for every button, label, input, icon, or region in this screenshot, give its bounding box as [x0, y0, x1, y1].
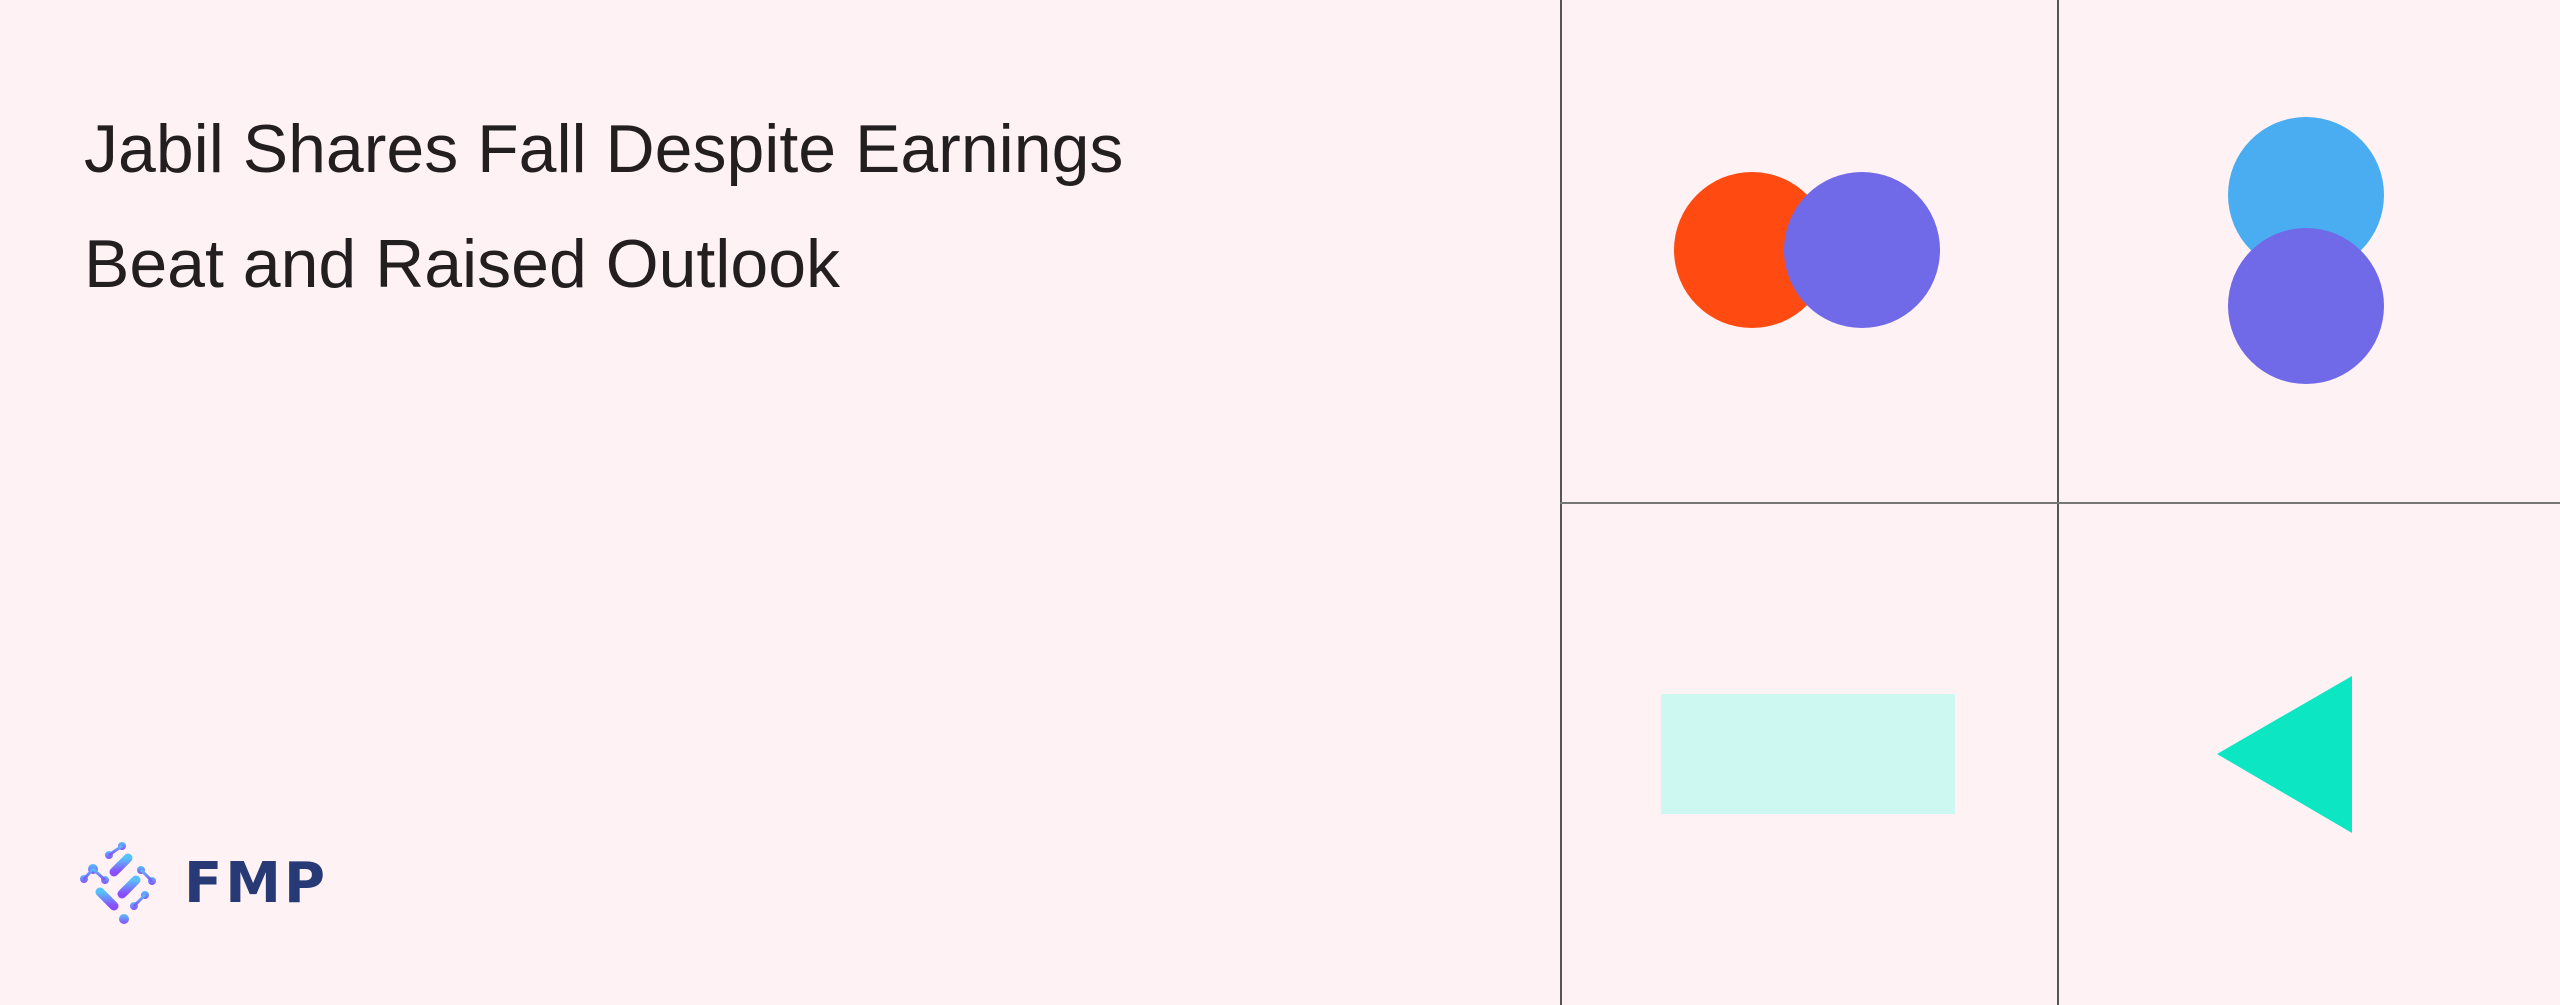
- article-title: Jabil Shares Fall Despite Earnings Beat …: [84, 92, 1484, 322]
- teal-triangle: [2217, 676, 2352, 833]
- fmp-logo-icon: [80, 842, 156, 924]
- mint-rectangle: [1661, 694, 1955, 814]
- title-line-2: Beat and Raised Outlook: [84, 226, 841, 302]
- fmp-logo: FMP: [80, 840, 328, 926]
- title-line-1: Jabil Shares Fall Despite Earnings: [84, 111, 1124, 187]
- purple-circle-right: [1784, 172, 1940, 328]
- orange-circle: [1674, 172, 1830, 328]
- fmp-logo-text: FMP: [184, 850, 329, 916]
- purple-circle-bottom: [2228, 228, 2384, 384]
- blue-circle: [2228, 117, 2384, 273]
